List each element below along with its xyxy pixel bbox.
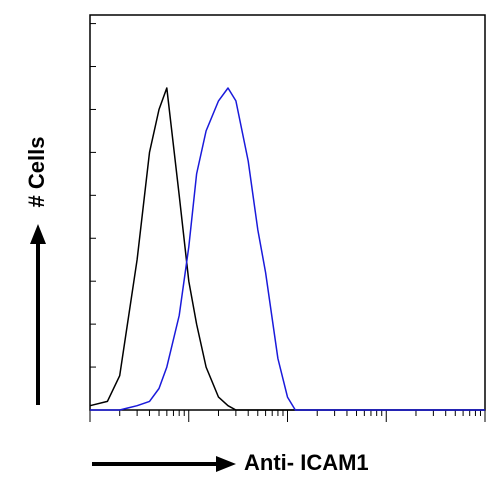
y-arrow-head bbox=[30, 224, 46, 244]
y-axis-label: # Cells bbox=[24, 137, 49, 208]
x-axis-label: Anti- ICAM1 bbox=[244, 450, 369, 475]
x-arrow-head bbox=[216, 456, 236, 472]
histogram-line bbox=[90, 87, 485, 411]
histogram-line bbox=[89, 87, 485, 411]
plot-frame bbox=[89, 14, 486, 411]
